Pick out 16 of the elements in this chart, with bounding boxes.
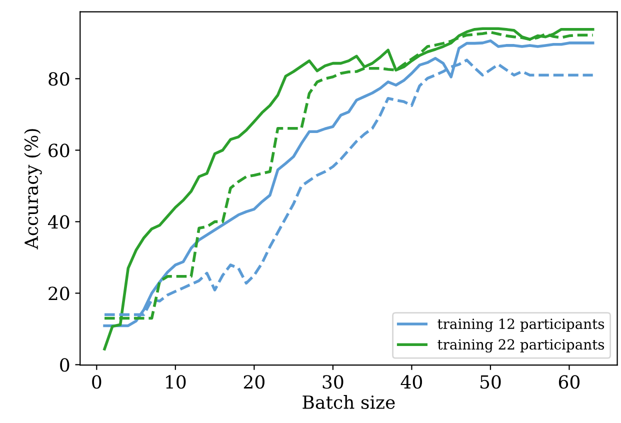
x-tick-label: 60: [558, 375, 580, 389]
x-axis-title: Batch size: [302, 395, 395, 409]
y-axis-title: Accuracy (%): [24, 129, 42, 250]
y-tick-label: 80: [48, 72, 70, 86]
y-tick-label: 60: [48, 144, 70, 158]
x-tick-label: 0: [92, 375, 102, 389]
x-tick-label: 20: [244, 375, 264, 389]
y-tick-label: 40: [48, 215, 70, 229]
legend-label: training 22 participants: [438, 339, 604, 353]
x-tick-label: 10: [166, 375, 186, 389]
x-tick-label: 40: [400, 375, 422, 389]
y-tick-label: 20: [48, 286, 70, 300]
y-tick-label: 0: [60, 358, 70, 372]
x-tick-label: 30: [322, 375, 344, 389]
x-tick-label: 50: [480, 375, 501, 389]
legend-label: training 12 participants: [438, 318, 604, 332]
